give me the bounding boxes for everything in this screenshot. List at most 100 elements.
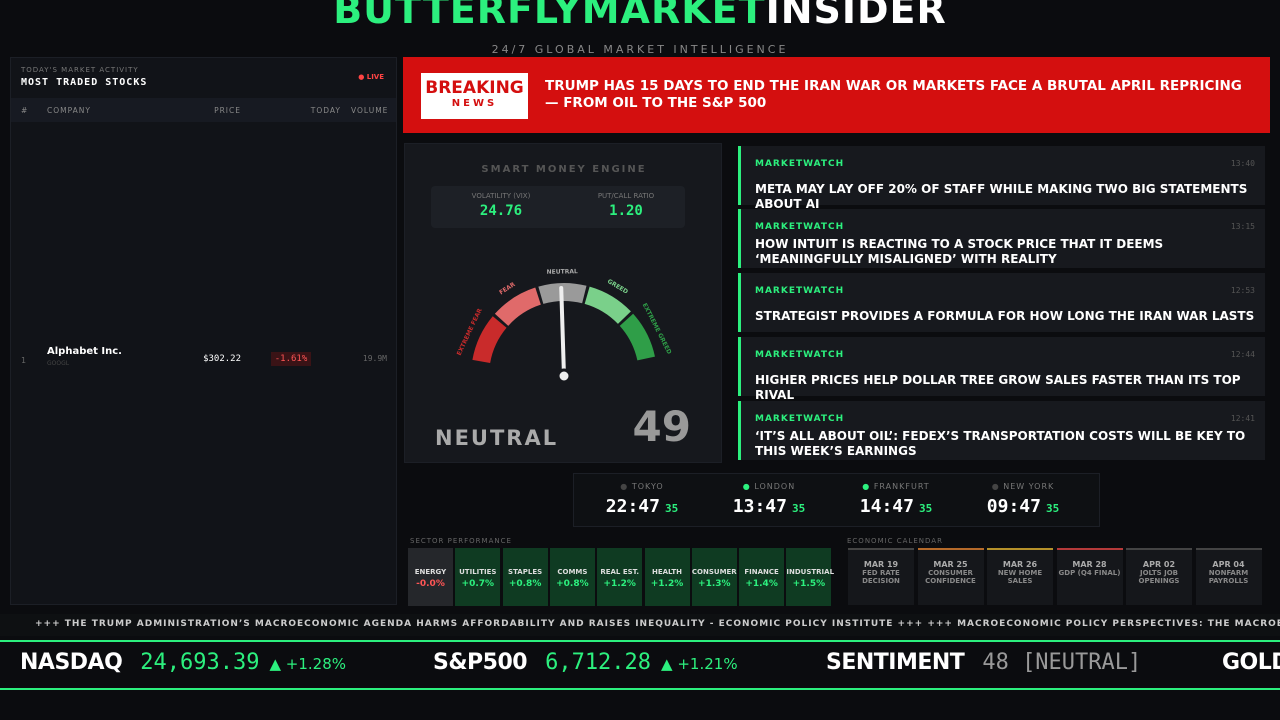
calendar-item: MAR 28 GDP (Q4 FINAL)	[1056, 548, 1123, 605]
clock-city-row: ● TOKYO	[592, 482, 692, 491]
news-time: 12:44	[1230, 350, 1255, 359]
news-item: MARKETWATCH 12:41 ‘IT’S ALL ABOUT OIL’: FE…	[738, 401, 1265, 460]
sector-name: COMMS	[557, 568, 588, 576]
badge-b: NEWS	[451, 98, 498, 109]
sector-change: +0.7%	[461, 579, 495, 589]
calendar-date: APR 04	[1212, 560, 1245, 569]
sector-name: CONSUMER	[691, 568, 737, 576]
sector: FINANCE +1.4%	[739, 548, 785, 606]
calendar-item: MAR 25 CONSUMER CONFIDENCE	[917, 548, 984, 605]
quote: GOLD	[1222, 650, 1280, 675]
news-item: MARKETWATCH 12:53 STRATEGIST PROVIDES A FO…	[738, 273, 1265, 332]
breaking: BREAKING NEWS TRUMP HAS 15 DAYS TO END T…	[403, 57, 1270, 133]
clock-city-row: ● LONDON	[719, 482, 819, 491]
stat-value: 24.76	[479, 203, 523, 219]
news-time: 12:53	[1230, 286, 1255, 295]
quote-value: 48 [NEUTRAL]	[982, 650, 1142, 675]
needle	[559, 286, 566, 378]
sector: ENERGY -0.0%	[408, 548, 453, 606]
quote-value: 6,712.28	[545, 650, 652, 675]
gauge-arc	[584, 286, 631, 325]
news-time: 13:15	[1230, 222, 1255, 231]
zone-label: FEAR	[498, 281, 517, 297]
stat-value: 1.20	[609, 203, 643, 219]
clock-row: 14:47 35	[846, 496, 946, 517]
clock-time: 22:47	[605, 496, 660, 517]
change: -1.61%	[271, 352, 311, 366]
calendar-event: GDP (Q4 FINAL)	[1058, 569, 1121, 577]
news-time: 12:41	[1230, 414, 1255, 423]
sector: CONSUMER +1.3%	[691, 548, 737, 606]
clock-seconds: 35	[1045, 502, 1060, 515]
clock-dot: ●	[991, 482, 1004, 491]
calendar-date: MAR 26	[1002, 560, 1038, 569]
stat-label: VOLATILITY (VIX)	[471, 192, 531, 200]
news-source: MARKETWATCH	[755, 286, 845, 296]
news-source: MARKETWATCH	[755, 414, 845, 424]
gauge-arc	[494, 287, 542, 327]
clock-city: LONDON	[754, 482, 796, 491]
sector-change: +1.5%	[792, 579, 826, 589]
rank: 1	[21, 356, 27, 365]
live: ● LIVE	[358, 73, 384, 81]
zone-label: GREED	[606, 278, 629, 296]
news-time: 13:40	[1230, 159, 1255, 168]
clock-city: TOKYO	[631, 482, 664, 491]
brand-b: INSIDER	[765, 0, 947, 32]
sector-change: +1.2%	[603, 579, 636, 589]
column-head: COMPANY	[47, 106, 91, 115]
column-head: TODAY	[310, 106, 341, 115]
clock-seconds: 35	[664, 502, 679, 515]
quote-change: ▲ +1.21%	[661, 655, 738, 673]
sector-name: UTILITIES	[459, 568, 497, 576]
quote: SENTIMENT 48 [NEUTRAL]	[826, 650, 1141, 675]
badge-a: BREAKING	[425, 78, 524, 98]
sector: STAPLES +0.8%	[502, 548, 548, 606]
sector: UTILITIES +0.7%	[455, 548, 501, 606]
ticker-bar: +++ THE TRUMP ADMINISTRATION’S MACROECON…	[0, 614, 1280, 636]
calendar-event: CONSUMER CONFIDENCE	[925, 569, 976, 585]
sector: REAL EST. +1.2%	[597, 548, 643, 606]
sector-change: +1.2%	[650, 579, 684, 589]
column-head: #	[21, 106, 29, 115]
gauge-arc	[472, 316, 507, 364]
calendar-event: JOLTS JOB OPENINGS	[1138, 569, 1180, 585]
calendar-event: NONFARM PAYROLLS	[1208, 569, 1249, 585]
clock-city: NEW YORK	[1003, 482, 1055, 491]
engine: SMART MONEY ENGINE VOLATILITY (VIX) 24.76…	[404, 143, 722, 463]
news-source: MARKETWATCH	[755, 350, 845, 360]
sector-name: REAL EST.	[600, 568, 640, 576]
sector-name: FINANCE	[744, 568, 779, 576]
sector-change: +0.8%	[508, 579, 542, 589]
calendar-event: FED RATE DECISION	[862, 569, 900, 585]
calendar-date: MAR 25	[933, 560, 968, 569]
table-head: # COMPANY PRICE TODAY VOLUME	[11, 98, 396, 122]
sector-change: +0.8%	[556, 579, 589, 589]
clock-dot: ●	[742, 482, 755, 491]
news-item: MARKETWATCH 13:40 META MAY LAY OFF 20% OF …	[738, 146, 1265, 211]
engine-title: SMART MONEY ENGINE	[481, 164, 647, 175]
stats: VOLATILITY (VIX) 24.76 PUT/CALL RATIO 1.20	[431, 186, 685, 228]
quote-change: ▲ +1.28%	[269, 655, 347, 673]
clocks: ● TOKYO 22:47 35 ● LONDON 13:47 35 ● FRANKFURT…	[573, 473, 1100, 527]
quote-name: SENTIMENT	[826, 650, 965, 675]
clock-city: FRANKFURT	[873, 482, 930, 491]
calendar-date: MAR 19	[863, 560, 899, 569]
calendar-item: MAR 19 FED RATE DECISION	[848, 548, 914, 605]
sector-name: INDUSTRIAL	[786, 568, 835, 576]
hub	[556, 368, 572, 384]
sector: INDUSTRIAL +1.5%	[786, 548, 835, 606]
gauge-arc	[619, 313, 655, 361]
clock-row: 13:47 35	[719, 496, 819, 517]
calendar-item: APR 02 JOLTS JOB OPENINGS	[1126, 548, 1192, 605]
stat-label: PUT/CALL RATIO	[597, 192, 655, 200]
ticker: +++ THE TRUMP ADMINISTRATION’S MACROECON…	[35, 619, 1280, 629]
clock-dot: ●	[620, 482, 632, 491]
quote: NASDAQ 24,693.39 ▲ +1.28%	[20, 650, 346, 675]
news-headline: META MAY LAY OFF 20% OF STAFF WHILE MAKI…	[755, 182, 1248, 211]
quote: S&P500 6,712.28 ▲ +1.21%	[433, 650, 738, 675]
sector-change: -0.0%	[416, 579, 445, 589]
clock-seconds: 35	[791, 502, 806, 515]
